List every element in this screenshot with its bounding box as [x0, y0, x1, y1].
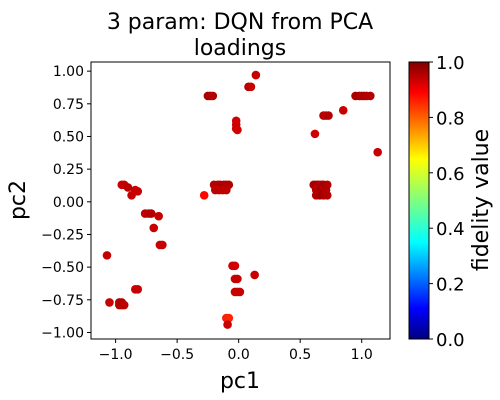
data-point-69	[133, 285, 143, 294]
colorbar-tick-label: 0.6	[436, 164, 465, 185]
data-point-75	[119, 300, 129, 310]
data-point-2	[246, 82, 256, 92]
colorbar	[408, 61, 430, 340]
data-point-54	[146, 209, 156, 218]
data-point-16	[338, 106, 348, 115]
data-point-64	[233, 274, 242, 284]
data-point-78	[223, 320, 232, 329]
colorbar-tick-label: 0.2	[436, 275, 465, 296]
data-point-21	[373, 147, 382, 157]
colorbar-tick-label: 0.8	[436, 108, 465, 129]
data-point-15	[366, 91, 375, 101]
data-point-77	[224, 313, 234, 323]
data-point-20	[310, 129, 320, 139]
data-point-50	[222, 185, 231, 195]
colorbar-label: fidelity value	[469, 129, 494, 271]
data-point-61	[230, 261, 240, 271]
y-axis: 1.00 0.75 0.50 0.25 0.00 −0.25 −0.50 −0.75 −1.00	[41, 64, 91, 341]
chart-title-line-2: loadings	[194, 36, 287, 61]
data-point-56	[149, 223, 159, 233]
y-tick-label: 0.75	[53, 97, 84, 113]
data-point-55	[154, 211, 163, 221]
data-point-34	[322, 190, 332, 200]
y-tick-label: −0.75	[41, 293, 84, 309]
data-point-59	[102, 251, 112, 260]
y-tick-label: −0.50	[41, 260, 84, 276]
data-point-40	[127, 190, 136, 200]
y-tick-label: 0.25	[53, 162, 84, 178]
data-point-0	[251, 70, 261, 80]
colorbar-tick-label: 1.0	[436, 53, 465, 74]
x-axis-label: pc1	[220, 369, 260, 394]
data-point-51	[199, 190, 209, 200]
x-tick-label: 1.0	[351, 347, 373, 363]
x-tick-label: 0.0	[228, 347, 250, 363]
data-point-67	[235, 287, 245, 297]
x-tick-label: −1.0	[99, 347, 133, 363]
x-axis: −1.0 −0.5 0.0 0.5 1.0	[99, 339, 373, 363]
y-tick-label: 0.50	[53, 129, 84, 145]
data-point-58	[158, 240, 167, 250]
data-point-70	[105, 298, 114, 307]
y-tick-label: −0.25	[41, 227, 84, 243]
data-points	[102, 70, 382, 329]
plot-frame	[90, 61, 391, 340]
data-point-62	[250, 270, 259, 280]
y-tick-label: −1.00	[41, 325, 84, 341]
data-point-9	[233, 125, 242, 135]
x-tick-label: 0.5	[289, 347, 311, 363]
colorbar-tick-label: 0.4	[436, 219, 465, 240]
colorbar-tick-label: 0.0	[436, 330, 465, 351]
y-axis-label: pc2	[6, 180, 31, 220]
data-point-39	[133, 187, 143, 196]
data-point-5	[208, 91, 218, 101]
colorbar-ticks: 0.0 0.2 0.4 0.6 0.8 1.0	[429, 53, 465, 351]
chart-title-line-1: 3 param: DQN from PCA	[107, 10, 373, 35]
y-tick-label: 0.00	[53, 195, 84, 211]
x-tick-label: −0.5	[160, 347, 194, 363]
data-point-37	[123, 183, 133, 192]
y-tick-label: 1.00	[53, 64, 84, 80]
data-point-19	[324, 111, 333, 120]
